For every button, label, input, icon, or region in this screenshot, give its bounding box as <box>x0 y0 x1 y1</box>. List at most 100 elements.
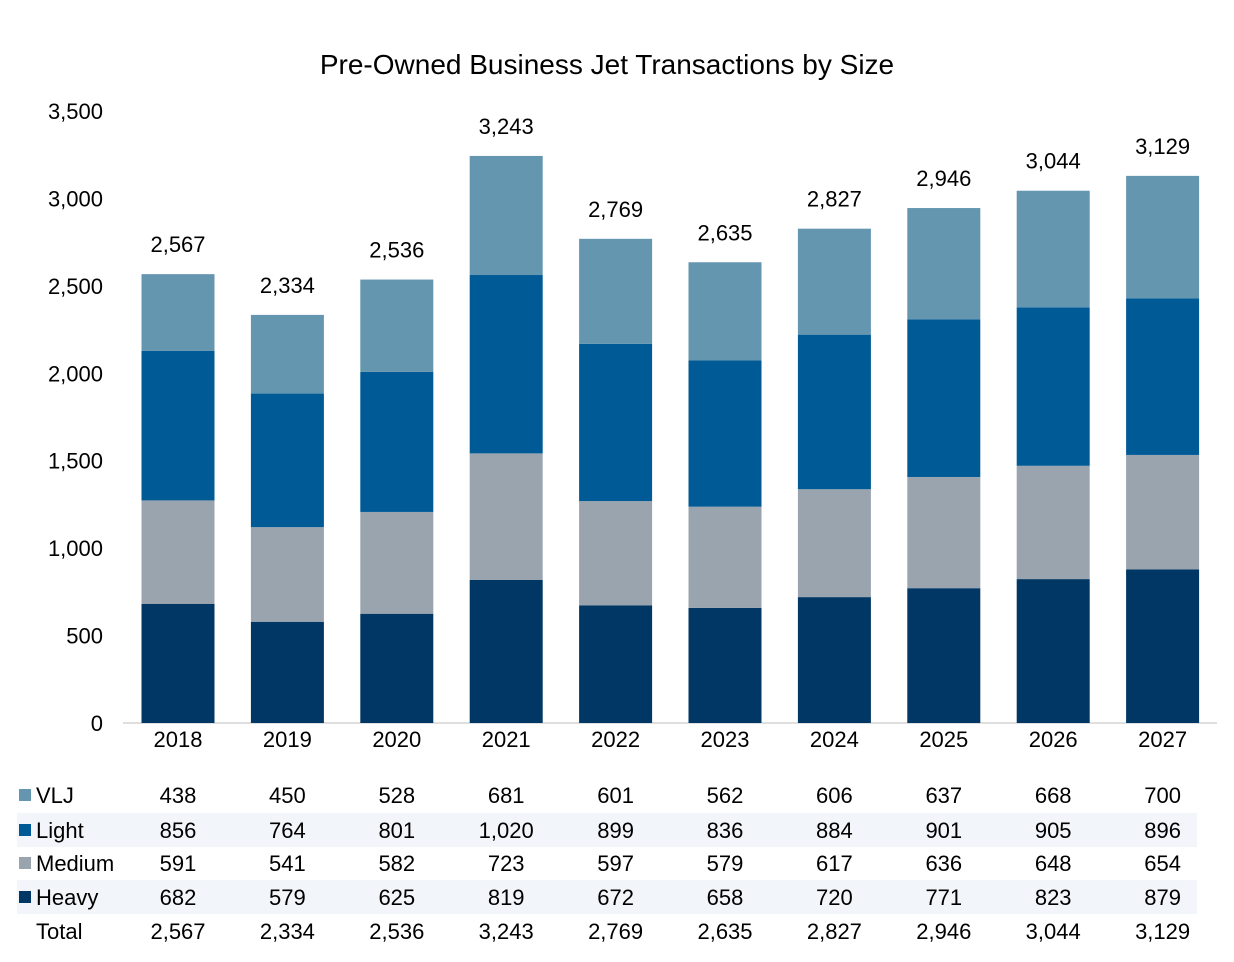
table-cell: 801 <box>378 818 415 843</box>
table-cell: 654 <box>1144 851 1181 876</box>
table-cell: 856 <box>160 818 197 843</box>
x-tick-label: 2019 <box>263 727 312 752</box>
bar-segment-medium <box>1016 465 1090 580</box>
total-data-label: 3,129 <box>1135 134 1190 159</box>
total-data-label: 2,946 <box>916 166 971 191</box>
total-data-label: 2,536 <box>369 238 424 263</box>
bar-segment-heavy <box>141 603 215 723</box>
table-cell: 597 <box>597 851 634 876</box>
bar-segment-vlj <box>688 262 762 361</box>
y-tick-label: 1,000 <box>48 536 103 561</box>
table-cell: 901 <box>925 818 962 843</box>
bar-segment-medium <box>1126 454 1200 570</box>
bar-segment-light <box>907 319 981 477</box>
bar-segment-medium <box>360 511 434 614</box>
total-data-label: 2,635 <box>697 220 752 245</box>
bar-segment-medium <box>250 527 324 622</box>
bar-segment-heavy <box>688 607 762 723</box>
total-row-label: Total <box>36 919 82 944</box>
table-cell: 658 <box>707 885 744 910</box>
bar-segment-heavy <box>579 605 653 723</box>
total-data-label: 2,567 <box>150 232 205 257</box>
table-total-cell: 3,129 <box>1135 919 1190 944</box>
bar-segment-vlj <box>360 279 434 372</box>
total-data-label: 3,044 <box>1026 149 1081 174</box>
table-total-cell: 3,044 <box>1026 919 1081 944</box>
legend-label: Heavy <box>36 885 98 910</box>
table-cell: 896 <box>1144 818 1181 843</box>
bar-segment-light <box>797 334 871 490</box>
bar-segment-medium <box>688 506 762 608</box>
y-tick-label: 1,500 <box>48 449 103 474</box>
table-cell: 562 <box>707 783 744 808</box>
y-tick-label: 500 <box>66 624 103 649</box>
table-cell: 836 <box>707 818 744 843</box>
table-cell: 541 <box>269 851 306 876</box>
table-cell: 819 <box>488 885 525 910</box>
chart-title: Pre-Owned Business Jet Transactions by S… <box>320 49 894 80</box>
x-tick-label: 2026 <box>1029 727 1078 752</box>
table-cell: 601 <box>597 783 634 808</box>
table-cell: 879 <box>1144 885 1181 910</box>
table-cell: 764 <box>269 818 306 843</box>
total-data-label: 2,334 <box>260 273 315 298</box>
x-tick-label: 2027 <box>1138 727 1187 752</box>
legend-label: VLJ <box>36 783 74 808</box>
bar-segment-vlj <box>469 155 543 276</box>
table-cell: 771 <box>925 885 962 910</box>
table-cell: 438 <box>160 783 197 808</box>
bar-segment-medium <box>579 501 653 606</box>
table-cell: 579 <box>269 885 306 910</box>
table-cell: 672 <box>597 885 634 910</box>
bar-segment-heavy <box>797 597 871 723</box>
table-total-cell: 2,635 <box>697 919 752 944</box>
table-cell: 617 <box>816 851 853 876</box>
table-cell: 579 <box>707 851 744 876</box>
table-cell: 636 <box>925 851 962 876</box>
bar-segment-medium <box>907 476 981 589</box>
bar-segment-light <box>579 343 653 502</box>
legend-label: Medium <box>36 851 114 876</box>
bar-segment-light <box>141 350 215 501</box>
bar-segment-medium <box>797 489 871 598</box>
x-tick-label: 2021 <box>482 727 531 752</box>
x-tick-label: 2023 <box>701 727 750 752</box>
x-tick-label: 2025 <box>919 727 968 752</box>
bar-segment-vlj <box>250 314 324 394</box>
legend-swatch-heavy <box>19 891 31 903</box>
x-tick-label: 2018 <box>154 727 203 752</box>
legend-swatch-medium <box>19 857 31 869</box>
legend-label: Light <box>36 818 84 843</box>
table-row-band <box>17 813 1197 847</box>
bar-segment-light <box>469 275 543 454</box>
bar-segment-heavy <box>469 579 543 723</box>
legend-swatch-light <box>19 824 31 836</box>
bar-segment-vlj <box>141 274 215 351</box>
table-cell: 648 <box>1035 851 1072 876</box>
table-total-cell: 2,769 <box>588 919 643 944</box>
table-cell: 823 <box>1035 885 1072 910</box>
table-total-cell: 2,334 <box>260 919 315 944</box>
total-data-label: 3,243 <box>479 114 534 139</box>
table-cell: 625 <box>378 885 415 910</box>
bar-segment-vlj <box>797 228 871 335</box>
bar-segment-vlj <box>1016 190 1090 308</box>
table-total-cell: 3,243 <box>479 919 534 944</box>
table-cell: 528 <box>378 783 415 808</box>
bar-segment-heavy <box>907 588 981 723</box>
bar-segment-heavy <box>250 621 324 723</box>
y-tick-label: 3,000 <box>48 186 103 211</box>
x-tick-label: 2022 <box>591 727 640 752</box>
table-cell: 682 <box>160 885 197 910</box>
table-cell: 723 <box>488 851 525 876</box>
table-cell: 884 <box>816 818 853 843</box>
y-tick-label: 0 <box>91 711 103 736</box>
table-cell: 700 <box>1144 783 1181 808</box>
bar-segment-heavy <box>1126 569 1200 723</box>
table-row-band <box>17 880 1197 914</box>
y-tick-label: 3,500 <box>48 99 103 124</box>
y-tick-label: 2,500 <box>48 274 103 299</box>
bar-segment-medium <box>469 453 543 580</box>
table-cell: 450 <box>269 783 306 808</box>
bar-segment-light <box>360 371 434 512</box>
